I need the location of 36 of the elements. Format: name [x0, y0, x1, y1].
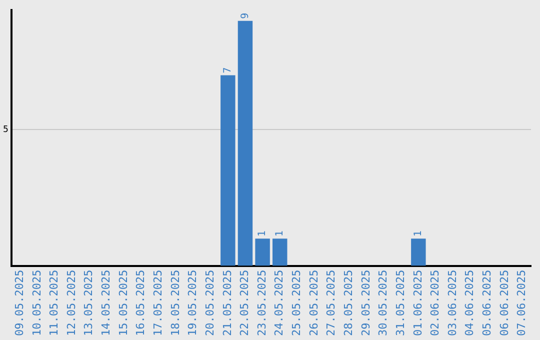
- x-tick-label: 20.05.2025: [203, 270, 216, 336]
- x-tick-label: 26.05.2025: [307, 270, 320, 336]
- data-label: 1: [413, 230, 424, 237]
- x-tick-label: 03.06.2025: [446, 270, 459, 336]
- x-tick-label: 25.05.2025: [290, 270, 304, 336]
- x-tick-label: 04.06.2025: [463, 270, 476, 336]
- data-label: 1: [257, 230, 268, 237]
- x-tick-label: 14.05.2025: [100, 270, 113, 336]
- x-tick-label: 07.06.2025: [515, 270, 528, 336]
- x-tick-label: 23.05.2025: [255, 270, 268, 336]
- x-tick-label: 28.05.2025: [342, 270, 356, 336]
- x-tick-label: 16.05.2025: [134, 270, 148, 336]
- x-tick-label: 06.06.2025: [498, 270, 511, 336]
- x-tick-label: 10.05.2025: [30, 270, 44, 336]
- x-tick-label: 21.05.2025: [220, 270, 234, 336]
- x-tick-label: 22.05.2025: [238, 270, 252, 336]
- x-tick-label: 15.05.2025: [116, 270, 130, 336]
- x-tick-label: 30.05.2025: [376, 270, 390, 336]
- x-tick-label: 18.05.2025: [168, 270, 182, 336]
- x-tick-label: 13.05.2025: [82, 270, 96, 336]
- data-label: 7: [222, 67, 234, 74]
- x-tick-label: 02.06.2025: [428, 270, 442, 336]
- x-tick-label: 19.05.2025: [186, 270, 200, 336]
- x-tick-label: 12.05.2025: [64, 270, 78, 336]
- data-label: 1: [274, 230, 286, 237]
- x-tick-label: 29.05.2025: [359, 270, 372, 336]
- x-tick-label: 27.05.2025: [324, 270, 338, 336]
- x-tick-label: 01.06.2025: [411, 270, 424, 336]
- data-label: 9: [240, 12, 251, 19]
- x-tick-label: 11.05.2025: [48, 270, 61, 336]
- x-tick-label: 31.05.2025: [394, 270, 407, 336]
- x-tick-label: 05.06.2025: [480, 270, 494, 336]
- x-tick-label: 17.05.2025: [151, 270, 164, 336]
- x-tick-label: 09.05.2025: [12, 270, 26, 336]
- x-tick-label: 24.05.2025: [272, 270, 286, 336]
- y-tick-label: 5: [2, 125, 8, 136]
